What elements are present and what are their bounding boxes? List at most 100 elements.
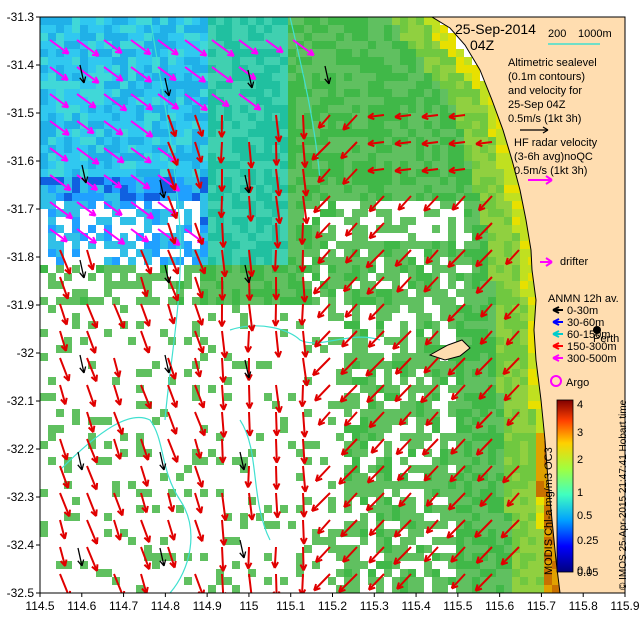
chl-cell (192, 177, 200, 185)
chl-cell (40, 441, 48, 449)
chl-cell (176, 145, 184, 153)
chl-cell (328, 97, 336, 105)
chl-cell (408, 297, 416, 305)
chl-cell (360, 57, 368, 65)
hf-radar-arrow (59, 573, 72, 593)
chl-cell (480, 193, 488, 201)
chl-cell (200, 225, 208, 233)
chl-cell (352, 457, 360, 465)
chl-cell (200, 161, 208, 169)
chl-cell (352, 137, 360, 145)
chl-cell (304, 129, 312, 137)
chl-cell (232, 169, 240, 177)
hf-radar-arrow (316, 303, 331, 319)
hf-radar-arrow (272, 141, 281, 166)
chl-cell (456, 177, 464, 185)
chl-cell (232, 145, 240, 153)
chl-cell (408, 537, 416, 545)
chl-cell (80, 113, 88, 121)
hf-radar-arrow (298, 249, 307, 273)
chl-cell (392, 17, 400, 25)
chl-cell (80, 57, 88, 65)
chl-cell (128, 169, 136, 177)
chl-cell (456, 185, 464, 193)
chl-cell (72, 217, 80, 225)
hf-radar-arrow (475, 276, 493, 295)
chl-cell (296, 17, 304, 25)
chl-cell (184, 73, 192, 81)
hf-radar-arrow (421, 166, 439, 175)
chl-cell (480, 121, 488, 129)
chl-cell (424, 209, 432, 217)
chl-cell (296, 297, 304, 305)
chl-cell (432, 521, 440, 529)
chl-cell (352, 225, 360, 233)
hf-radar-arrow (423, 357, 439, 374)
chl-cell (456, 249, 464, 257)
hf-radar-arrow (167, 519, 177, 541)
chl-cell (128, 33, 136, 41)
chl-cell (440, 41, 448, 49)
chl-cell (344, 401, 352, 409)
chl-cell (264, 113, 272, 121)
chl-cell (536, 521, 544, 529)
chl-cell (496, 185, 504, 193)
chl-cell (360, 561, 368, 569)
chl-cell (200, 257, 208, 265)
chl-cell (456, 489, 464, 497)
chl-cell (64, 345, 72, 353)
chl-cell (376, 25, 384, 33)
chl-cell (528, 481, 536, 489)
chl-cell (192, 193, 200, 201)
chl-cell (456, 481, 464, 489)
hf-radar-arrow (271, 249, 280, 272)
chl-cell (232, 153, 240, 161)
chl-cell (392, 281, 400, 289)
chl-cell (376, 289, 384, 297)
chl-cell (184, 209, 192, 217)
chl-cell (464, 145, 472, 153)
chl-cell (248, 193, 256, 201)
chl-cell (392, 417, 400, 425)
chl-cell (512, 505, 520, 513)
chl-cell (208, 241, 216, 249)
chl-cell (536, 585, 544, 593)
chl-cell (336, 145, 344, 153)
chl-cell (352, 241, 360, 249)
chl-cell (328, 137, 336, 145)
chl-cell (312, 225, 320, 233)
chl-cell (504, 185, 512, 193)
altimetry-line-4: 25-Sep 04Z (508, 99, 566, 111)
chl-cell (456, 433, 464, 441)
chl-cell (448, 97, 456, 105)
chl-cell (232, 265, 240, 273)
chl-cell (400, 217, 408, 225)
chl-cell (408, 57, 416, 65)
chl-cell (336, 265, 344, 273)
chl-cell (464, 305, 472, 313)
hf-radar-arrow (425, 249, 439, 265)
chl-cell (376, 81, 384, 89)
chl-cell (448, 361, 456, 369)
chl-cell (456, 585, 464, 593)
chl-cell (264, 81, 272, 89)
chl-cell (544, 497, 552, 505)
chl-cell (528, 313, 536, 321)
chl-cell (192, 57, 200, 65)
chl-cell (288, 233, 296, 241)
hf-radar-arrow (475, 222, 493, 241)
chl-cell (248, 41, 256, 49)
chl-cell (64, 513, 72, 521)
chl-cell (480, 585, 488, 593)
chl-cell (376, 225, 384, 233)
chl-cell (208, 65, 216, 73)
hf-radar-arrow (394, 112, 412, 121)
chl-cell (376, 161, 384, 169)
chl-cell (384, 57, 392, 65)
chl-cell (112, 97, 120, 105)
chl-cell (504, 321, 512, 329)
chl-cell (488, 521, 496, 529)
chl-cell (136, 401, 144, 409)
chl-cell (496, 521, 504, 529)
chl-cell (152, 57, 160, 65)
